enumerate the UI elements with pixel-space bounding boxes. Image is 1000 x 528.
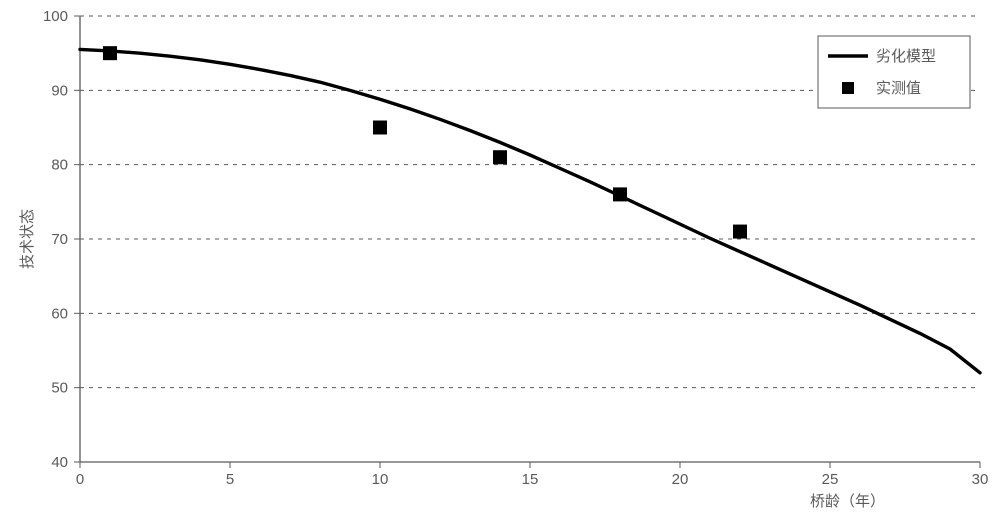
x-tick-label: 20 bbox=[672, 471, 689, 488]
y-tick-label: 50 bbox=[51, 380, 68, 397]
x-tick-label: 15 bbox=[522, 471, 539, 488]
x-tick-label: 25 bbox=[822, 471, 839, 488]
y-tick-label: 90 bbox=[51, 82, 68, 99]
y-tick-label: 40 bbox=[51, 454, 68, 471]
x-tick-label: 10 bbox=[372, 471, 389, 488]
y-axis-label: 技术状态 bbox=[19, 209, 36, 269]
chart-container: 0 5 10 15 20 25 30 40 50 60 70 80 90 100 桥龄（年） 技术状态 劣化模型… bbox=[0, 0, 1000, 528]
x-tick-label: 5 bbox=[226, 471, 234, 488]
x-tick-label: 0 bbox=[76, 471, 84, 488]
x-axis-label: 桥龄（年） bbox=[810, 493, 885, 510]
y-tick-label: 80 bbox=[51, 157, 68, 174]
series-measured-point bbox=[103, 46, 117, 60]
deterioration-chart: 0 5 10 15 20 25 30 40 50 60 70 80 90 100 桥龄（年） 技术状态 劣化模型… bbox=[0, 0, 1000, 528]
legend-box bbox=[818, 36, 970, 108]
y-tick-label: 60 bbox=[51, 305, 68, 322]
y-tick-label: 100 bbox=[43, 8, 68, 25]
legend-label: 劣化模型 bbox=[876, 48, 936, 65]
series-measured-point bbox=[373, 121, 387, 135]
legend-square-icon bbox=[842, 82, 854, 94]
legend-label: 实测值 bbox=[876, 80, 921, 97]
series-measured-point bbox=[493, 150, 507, 164]
series-measured-point bbox=[733, 225, 747, 239]
series-measured-point bbox=[613, 187, 627, 201]
x-tick-label: 30 bbox=[972, 471, 989, 488]
y-tick-label: 70 bbox=[51, 231, 68, 248]
